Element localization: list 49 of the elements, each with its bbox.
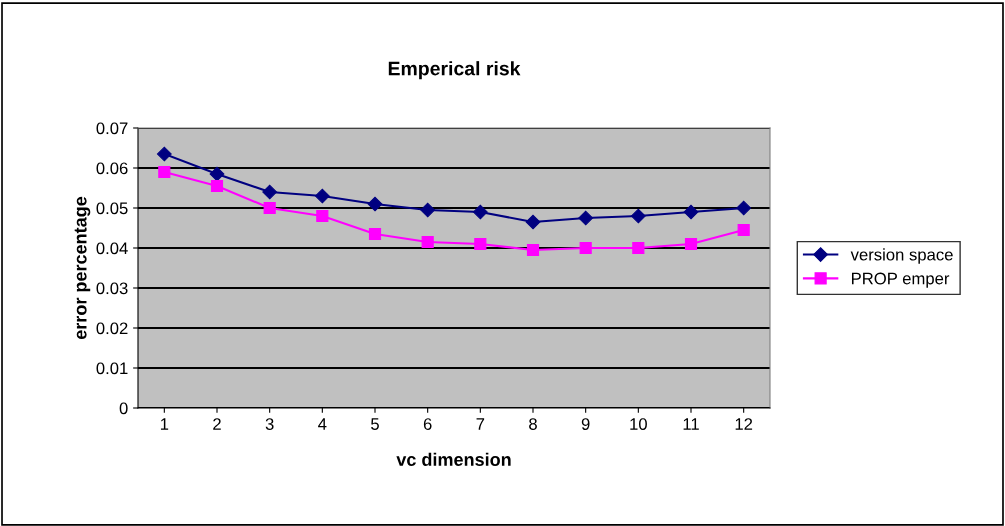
y-tick-label: 0.06 (96, 162, 128, 175)
point (474, 237, 487, 251)
point (368, 227, 382, 241)
y-tick-label: 0.02 (96, 322, 128, 335)
x-tick-label: 7 (476, 418, 485, 430)
point (156, 146, 172, 162)
x-tick-label: 1 (160, 418, 169, 430)
point (684, 237, 698, 251)
point (262, 184, 278, 200)
point (210, 179, 224, 193)
point (314, 188, 330, 204)
y-tick-label: 0.01 (96, 362, 128, 375)
point (316, 209, 329, 223)
y-tick-label: 0 (119, 402, 128, 415)
x-tick-label: 4 (318, 418, 327, 430)
x-tick-label: 10 (630, 418, 647, 430)
legend-label: version space (850, 248, 953, 264)
point (578, 210, 594, 226)
x-tick-label: 12 (735, 418, 753, 430)
x-tick-label: 3 (265, 418, 274, 430)
point (630, 208, 646, 224)
y-tick-label: 0.05 (96, 202, 128, 215)
point (632, 241, 645, 255)
point (263, 201, 276, 215)
point (525, 214, 541, 230)
x-tick-label: 8 (529, 418, 537, 430)
point (683, 204, 699, 220)
legend-label: PROP emper (851, 272, 950, 288)
x-tick-label: 6 (423, 418, 432, 430)
y-tick-label: 0.03 (96, 282, 128, 295)
point (472, 204, 488, 220)
x-axis-title: vc dimension (396, 452, 511, 466)
point (579, 241, 592, 255)
point (209, 166, 225, 182)
x-tick-label: 2 (213, 418, 221, 430)
x-tick-label: 5 (371, 418, 379, 430)
point (526, 243, 540, 257)
x-tick-label: 9 (581, 418, 590, 430)
y-tick-label: 0.04 (96, 242, 128, 255)
x-tick-label: 11 (683, 418, 699, 430)
y-tick-label: 0.07 (96, 122, 128, 135)
point (736, 200, 752, 216)
y-axis-title: error percentage (74, 196, 91, 340)
point (420, 202, 436, 218)
chart-title: Emperical risk (388, 61, 521, 80)
point (367, 196, 383, 212)
point (421, 235, 434, 249)
point (737, 223, 750, 237)
point (158, 165, 171, 179)
